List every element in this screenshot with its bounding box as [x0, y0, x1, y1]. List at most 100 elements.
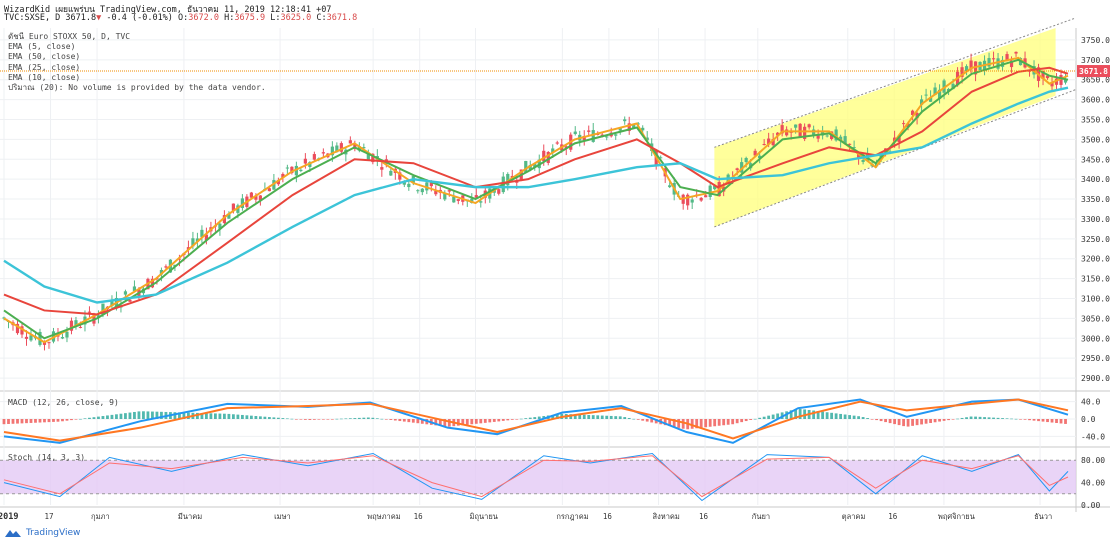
- time-tick-label: 16: [699, 512, 709, 521]
- macd-tick-label: 0.0: [1081, 415, 1096, 424]
- candle-body: [330, 146, 334, 156]
- macd-histogram-bar: [1001, 418, 1004, 419]
- candle-body: [164, 266, 168, 268]
- candle: [987, 52, 991, 69]
- ema50-line: [3, 86, 1069, 304]
- time-tick-label: พฤษภาคม: [367, 512, 401, 521]
- macd-histogram-bar: [312, 419, 316, 420]
- candle-body: [758, 155, 762, 159]
- macd-histogram-bar: [231, 414, 235, 419]
- indicator-legend: ดัชนี Euro STOXX 50, D, TVC EMA (5, clos…: [8, 32, 266, 93]
- candle-body: [254, 196, 258, 200]
- ema10-line: [3, 58, 1069, 340]
- candle: [69, 317, 74, 335]
- macd-histogram-bar: [798, 408, 802, 419]
- candle-body: [366, 152, 370, 161]
- macd-histogram-bar: [542, 416, 546, 419]
- candle-body: [960, 67, 964, 77]
- macd-histogram-bar: [951, 419, 955, 420]
- macd-histogram-bar: [7, 419, 10, 424]
- macd-histogram-bar: [533, 417, 537, 419]
- candle-body: [150, 278, 155, 288]
- macd-histogram-bar: [956, 418, 959, 420]
- candle-body: [389, 170, 393, 176]
- publish-header: WizardKid เผยแพร่บน TradingView.com, ธัน…: [4, 5, 332, 15]
- candle-body: [258, 195, 262, 201]
- macd-histogram-bar: [124, 413, 127, 419]
- time-tick-label: 16: [603, 512, 613, 521]
- candle-body: [762, 144, 766, 146]
- candle-body: [1000, 59, 1005, 67]
- candle-body: [767, 138, 771, 145]
- macd-histogram-bar: [115, 414, 118, 419]
- macd-histogram-bar: [902, 419, 905, 427]
- time-tick-label: เมษา: [274, 512, 291, 521]
- macd-histogram-bar: [182, 412, 186, 419]
- macd-histogram-bar: [411, 419, 415, 423]
- candle-body: [69, 320, 74, 331]
- candle-body: [479, 201, 483, 203]
- candle-body: [996, 58, 1000, 69]
- macd-histogram-bar: [960, 417, 964, 419]
- macd-histogram-bar: [717, 419, 721, 426]
- macd-histogram-bar: [83, 418, 87, 419]
- candle-body: [276, 180, 280, 185]
- tradingview-icon: [5, 530, 21, 537]
- time-tick-label: 16: [414, 512, 424, 521]
- signal-line: [3, 398, 1069, 442]
- macd-histogram-bar: [47, 419, 51, 423]
- legend-ema50: EMA (50, close): [8, 52, 81, 62]
- macd-histogram-bar: [983, 417, 986, 419]
- candle: [928, 90, 933, 102]
- candle: [348, 136, 352, 144]
- macd-histogram-bar: [789, 410, 793, 419]
- candle-body: [110, 299, 114, 307]
- time-tick-label: 16: [888, 512, 898, 521]
- macd-histogram-bar: [92, 417, 96, 419]
- macd-histogram-bar: [205, 413, 208, 419]
- candle: [699, 197, 703, 202]
- macd-histogram-bar: [357, 417, 361, 419]
- macd-histogram-bar: [119, 413, 123, 419]
- macd-histogram-bar: [65, 419, 69, 421]
- candle-body: [290, 166, 294, 174]
- price-tick-label: 3200.0: [1081, 255, 1110, 264]
- macd-histogram-bar: [875, 419, 879, 421]
- ema25-line: [3, 66, 1069, 316]
- low-label: L:: [270, 13, 281, 23]
- macd-histogram-bar: [623, 417, 627, 419]
- macd-histogram-bar: [303, 419, 307, 420]
- macd-histogram-bar: [461, 419, 465, 426]
- macd-histogram-bar: [681, 419, 685, 429]
- macd-histogram-bar: [20, 419, 24, 424]
- candle-body: [308, 162, 312, 167]
- macd-histogram-bar: [735, 419, 739, 424]
- candle: [87, 306, 92, 318]
- candle: [366, 149, 370, 161]
- macd-histogram-bar: [938, 419, 941, 422]
- candle-body: [798, 123, 802, 137]
- legend-symbol: ดัชนี Euro STOXX 50, D, TVC: [8, 32, 131, 41]
- candle-body: [964, 66, 969, 72]
- candle: [452, 191, 456, 203]
- candle-body: [794, 124, 798, 128]
- macd-histogram-bar: [371, 417, 375, 419]
- candle-body: [357, 146, 361, 151]
- candle: [15, 320, 20, 335]
- macd-histogram-bar: [524, 418, 528, 419]
- macd-histogram-bar: [969, 416, 973, 419]
- macd-histogram-bar: [537, 416, 541, 419]
- macd-histogram-bar: [605, 415, 609, 419]
- candle-body: [582, 135, 586, 141]
- candle-body: [204, 234, 209, 241]
- macd-histogram-bar: [38, 419, 42, 423]
- candle-body: [987, 58, 991, 67]
- stoch-tick-label: 0.00: [1081, 501, 1100, 510]
- macd-histogram-bar: [160, 411, 163, 419]
- candle-body: [573, 131, 577, 135]
- candle: [339, 141, 343, 154]
- macd-histogram-bar: [497, 419, 501, 422]
- candle-body: [429, 182, 433, 187]
- candle-body: [249, 192, 253, 198]
